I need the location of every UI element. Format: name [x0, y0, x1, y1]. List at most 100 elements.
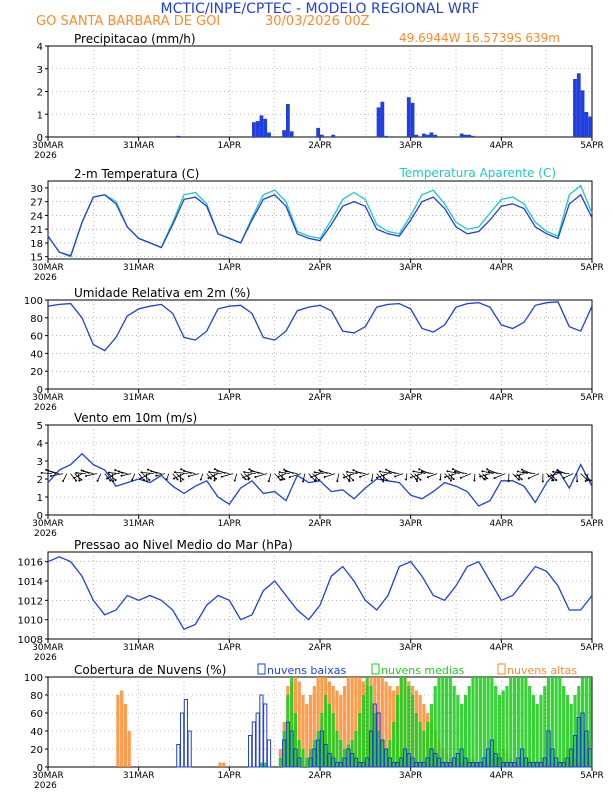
wind-arrow: [311, 473, 321, 478]
wind-arrow-head: [302, 480, 305, 483]
x-tick-label: 1APR: [218, 141, 242, 151]
cloud-bar-nuvens-baixas: [538, 762, 544, 768]
cloud-bar-nuvens-baixas: [187, 730, 192, 768]
x-tick-label: 1APR: [218, 263, 242, 273]
x-tick-label: 1APR: [218, 771, 242, 781]
wind-arrow: [173, 473, 185, 479]
cloud-bar-nuvens-baixas: [384, 748, 389, 768]
cloud-bar-nuvens-baixas: [523, 757, 528, 768]
wind-arrow-head: [250, 469, 253, 472]
wind-arrow: [48, 470, 60, 474]
cloud-bar-nuvens-medias: [426, 722, 430, 767]
wind-arrow-head: [412, 470, 415, 473]
cloud-bar-nuvens-medias: [565, 695, 570, 767]
wind-arrow: [50, 473, 64, 477]
wind-arrow: [221, 473, 234, 478]
cloud-bar-nuvens-baixas: [467, 762, 472, 768]
cloud-bar-nuvens-baixas: [554, 757, 559, 768]
x-year-label: 2026: [34, 529, 57, 539]
wind-arrow: [74, 473, 82, 481]
wind-arrow-head: [520, 478, 523, 481]
wind-arrow: [188, 473, 200, 477]
x-tick-label: 2APR: [308, 771, 332, 781]
cloud-bar-nuvens-medias: [535, 704, 539, 767]
x-tick-label: 5APR: [580, 519, 604, 529]
cloud-bar-nuvens-medias: [433, 686, 437, 767]
cloud-bar-nuvens-baixas: [470, 762, 476, 768]
x-tick-label: 30MAR: [32, 393, 64, 403]
wind-arrow: [138, 473, 145, 481]
cloud-bar-nuvens-altas: [342, 686, 347, 767]
wind-arrow-head: [146, 480, 149, 483]
wind-arrow: [141, 471, 154, 474]
wind-arrow-head: [216, 469, 219, 472]
cloud-bar-nuvens-baixas: [501, 762, 506, 768]
wind-arrow: [289, 473, 302, 478]
wind-arrow-head: [514, 475, 517, 478]
cloud-bar-nuvens-altas: [335, 690, 339, 767]
wind-arrow: [324, 473, 336, 478]
y-tick-label: 100: [24, 296, 43, 307]
wind-arrow: [172, 473, 178, 480]
cloud-bar-nuvens-medias: [395, 695, 400, 767]
panel-frame: [47, 180, 593, 260]
precip-bar: [573, 78, 577, 137]
wind-arrow: [410, 473, 423, 478]
x-tick-label: 4APR: [490, 141, 514, 151]
temp-legend: Temperatura Aparente (C): [398, 166, 556, 180]
cloud-bar-nuvens-baixas: [263, 703, 268, 768]
y-tick-label: 3: [37, 457, 43, 468]
wind-arrow-head: [215, 477, 218, 480]
x-tick-label: 3APR: [399, 519, 423, 529]
wind-arrow-head: [348, 480, 351, 483]
wind-arrow: [244, 471, 256, 474]
y-tick-label: 60: [30, 332, 43, 343]
panels: 0 1 2 3 4 30MAR 31MAR 1APR 2APR 3APR 4APR 5APR 2026 P…: [18, 32, 604, 791]
panel-title: Precipitacao (mm/h): [74, 32, 196, 46]
y-tick-label: 0: [37, 763, 43, 774]
cloud-bar-nuvens-medias: [414, 713, 418, 767]
cloud-bar-nuvens-baixas: [365, 757, 370, 768]
wind-arrow-head: [150, 470, 153, 473]
cloud-bar-nuvens-baixas: [504, 762, 510, 768]
y-tick-label: 40: [30, 727, 43, 738]
cloud-bar-nuvens-baixas: [266, 739, 272, 768]
wind-arrow: [240, 473, 246, 480]
cloud-bar-nuvens-medias: [305, 758, 309, 767]
wind-arrow-head: [143, 479, 146, 482]
y-tick-label: 4: [37, 439, 43, 450]
x-tick-label: 1APR: [218, 519, 242, 529]
wind-arrow-head: [62, 480, 65, 483]
wind-arrow-head: [148, 478, 151, 481]
cloud-bar-nuvens-baixas: [448, 762, 453, 768]
x-tick-label: 31MAR: [123, 643, 155, 653]
y-tick-label: 21: [30, 225, 43, 236]
wind-arrow-head: [451, 468, 454, 471]
wind-arrow: [356, 471, 366, 474]
cloud-bar-nuvens-medias: [324, 695, 328, 767]
cloud-bar-nuvens-medias: [301, 749, 305, 767]
cloud-bar-nuvens-altas: [120, 690, 124, 767]
panel-precip: 0 1 2 3 4 30MAR 31MAR 1APR 2APR 3APR 4APR 5APR 2026 P…: [32, 32, 604, 161]
cloud-bar-nuvens-altas: [354, 677, 358, 767]
precip-bar: [282, 130, 286, 137]
precip-bar: [384, 135, 388, 137]
cloud-bar-nuvens-medias: [392, 722, 396, 767]
cloud-bar-nuvens-baixas: [342, 757, 347, 768]
wind-arrow-head: [419, 478, 422, 481]
y-tick-label: 1016: [18, 558, 43, 569]
cloud-bar-nuvens-baixas: [399, 757, 404, 768]
panel-frame: [47, 551, 593, 640]
precip-bar: [425, 134, 430, 137]
cloud-bar-nuvens-baixas: [584, 730, 589, 768]
cloud-bar-nuvens-medias: [456, 695, 460, 767]
cloud-bar-nuvens-medias: [380, 740, 384, 767]
x-tick-label: 30MAR: [32, 771, 64, 781]
x-tick-label: 31MAR: [123, 141, 155, 151]
wind-arrow-head: [279, 478, 282, 481]
x-tick-label: 2APR: [308, 141, 332, 151]
cloud-bar-nuvens-medias: [327, 704, 332, 767]
cloud-legend-label: nuvens altas: [507, 664, 577, 677]
wind-arrow-head: [359, 475, 362, 478]
wind-arrow-head: [342, 476, 345, 479]
